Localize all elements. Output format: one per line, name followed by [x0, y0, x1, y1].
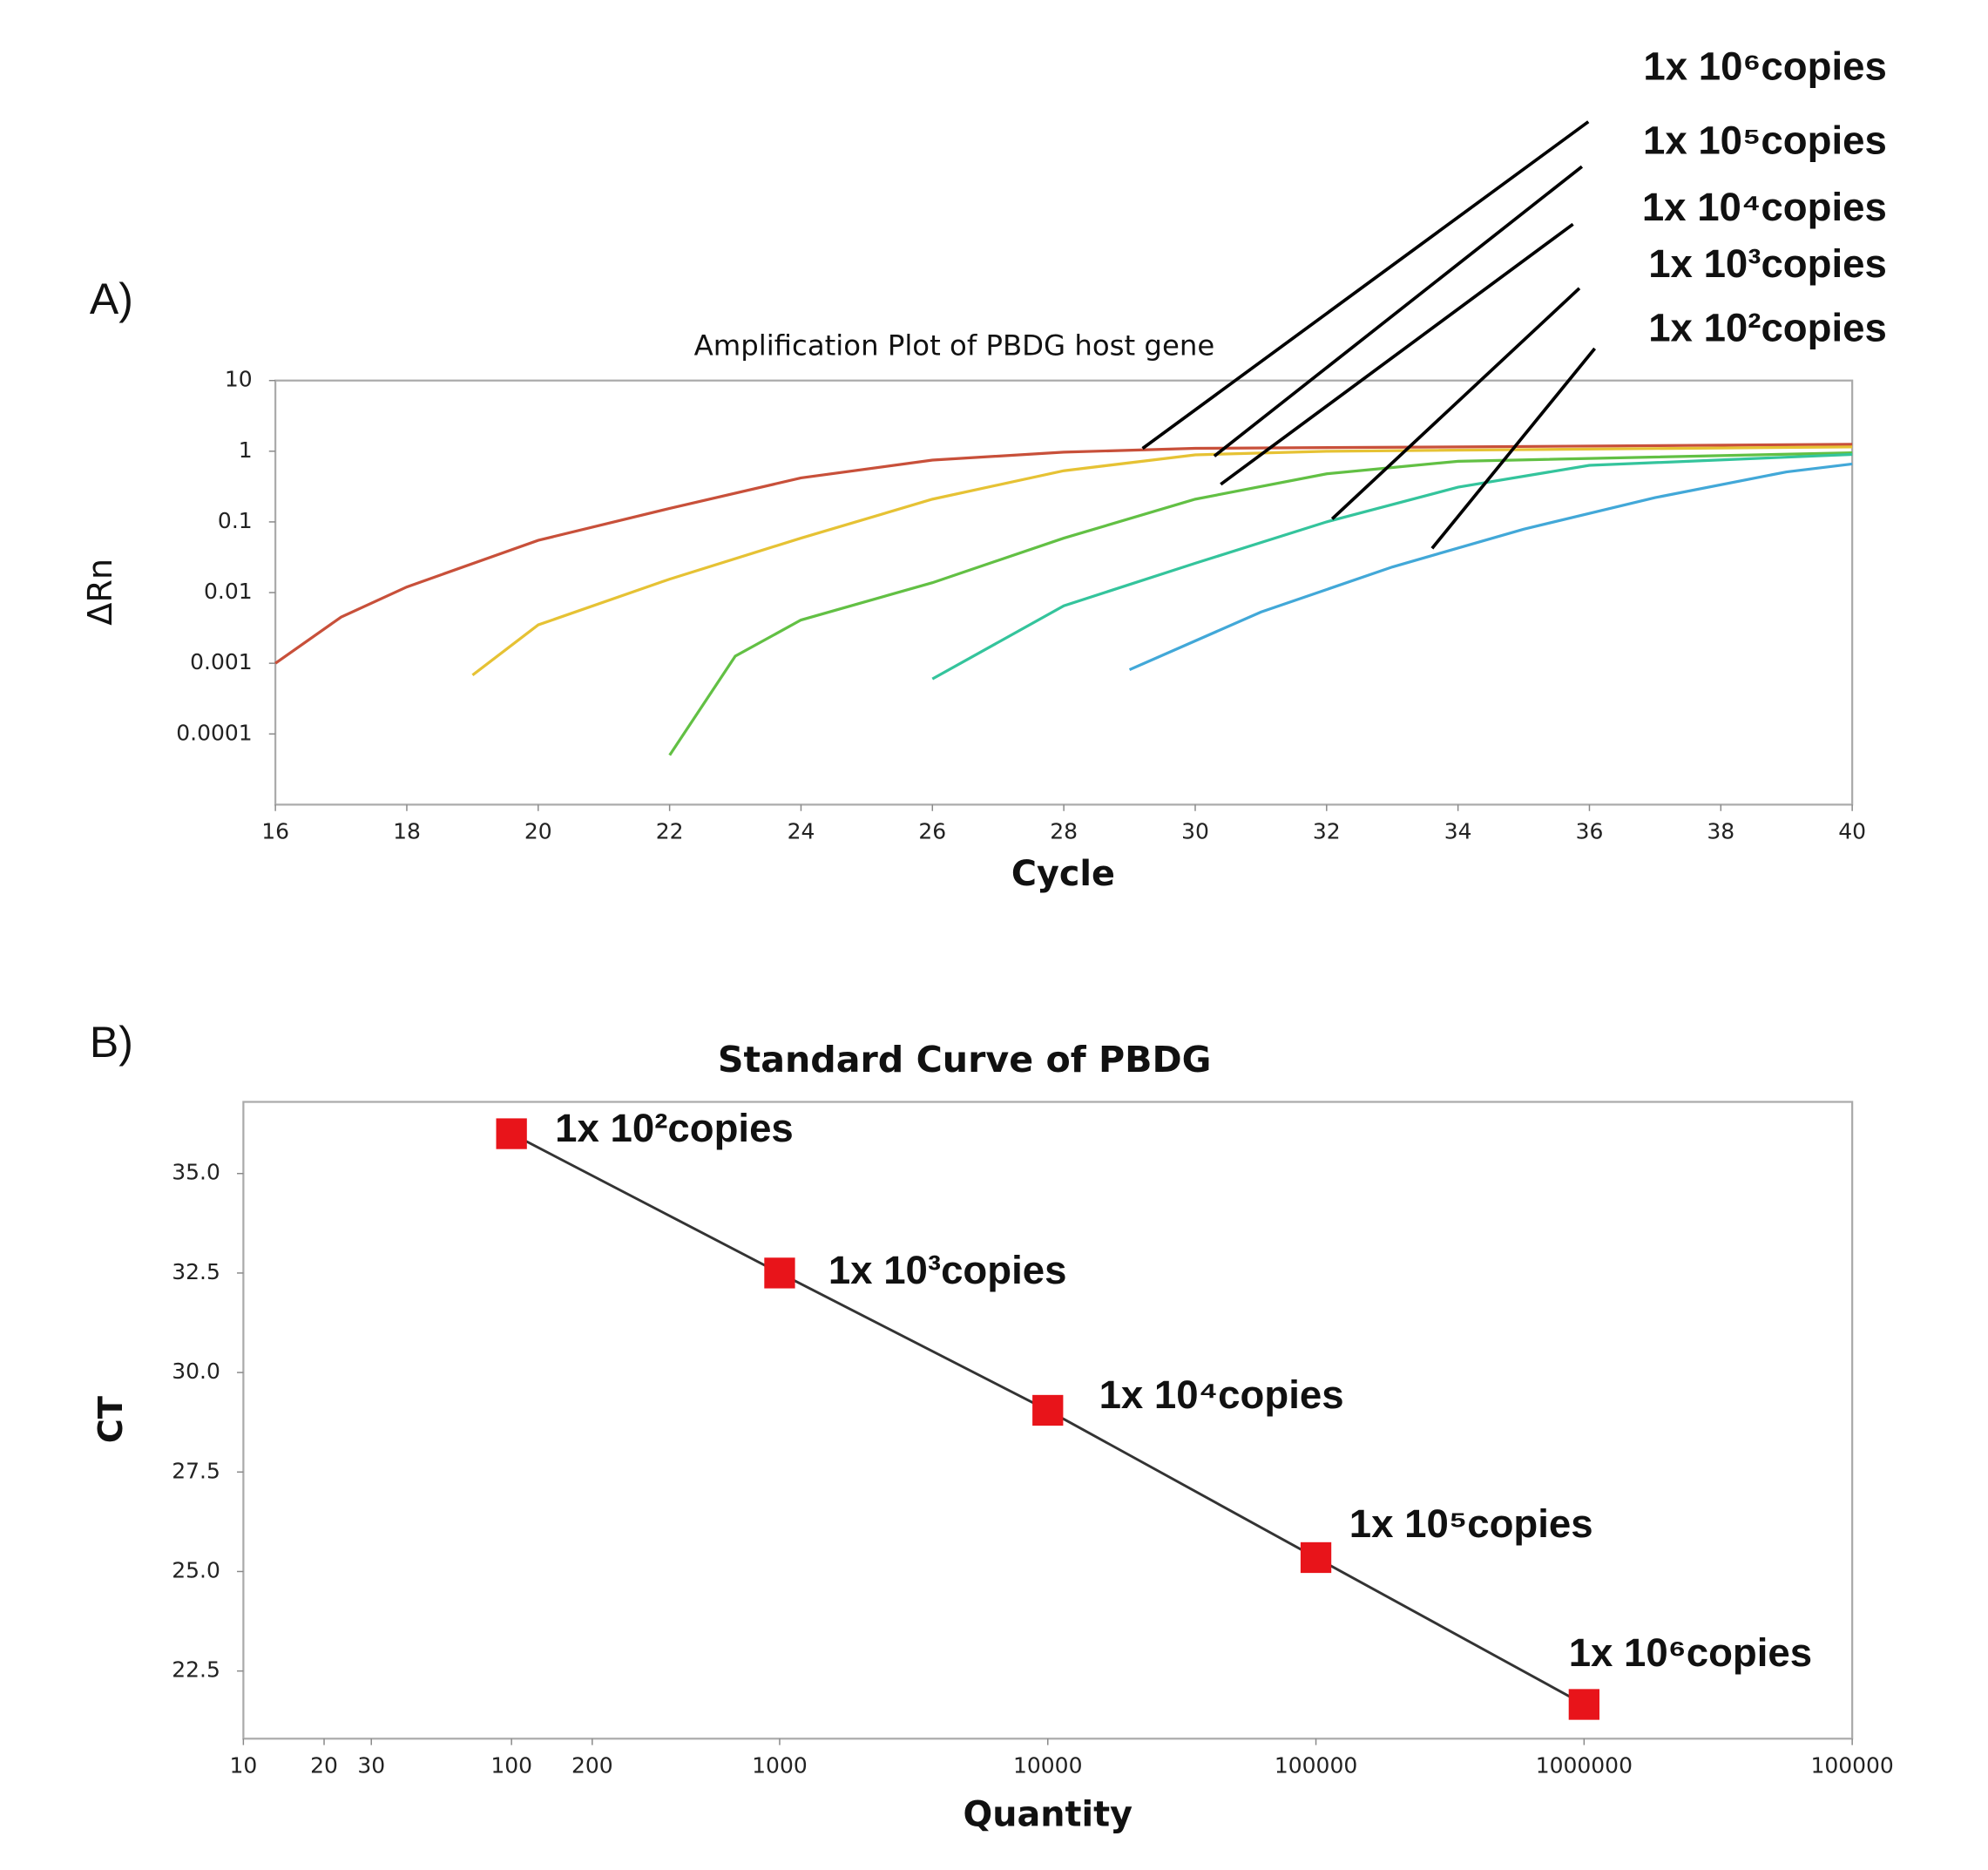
x-tick-label: 22 — [656, 819, 684, 844]
annotation-leader — [1141, 120, 1590, 451]
x-tick-label: 26 — [918, 819, 946, 844]
x-tick-label: 18 — [393, 819, 421, 844]
x-tick-label: 100 — [490, 1753, 532, 1779]
x-tick-label: 30 — [357, 1753, 385, 1779]
x-tick-label: 16 — [261, 819, 289, 844]
amplification-curve — [931, 452, 1853, 681]
y-tick-label: 32.5 — [172, 1259, 220, 1284]
y-tick-label: 0.001 — [190, 649, 253, 674]
y-tick-label: 1 — [239, 437, 253, 463]
x-tick-label: 100000 — [1810, 1753, 1893, 1779]
point-label: 1x 10⁶copies — [1569, 1630, 1812, 1675]
panel-label: B) — [90, 1018, 133, 1067]
annotation-label: 1x 10⁴copies — [1642, 185, 1887, 229]
annotation-label: 1x 10³copies — [1648, 241, 1887, 286]
x-tick-label: 24 — [788, 819, 815, 844]
data-point — [496, 1118, 527, 1149]
x-tick-label: 10000 — [1013, 1753, 1082, 1779]
x-tick-label: 34 — [1444, 819, 1472, 844]
x-tick-label: 38 — [1707, 819, 1734, 844]
annotation-leader — [1213, 165, 1584, 457]
y-axis-label: CT — [92, 1396, 131, 1443]
x-tick-label: 32 — [1313, 819, 1341, 844]
x-tick-label: 20 — [310, 1753, 338, 1779]
y-tick-label: 22.5 — [172, 1657, 220, 1683]
x-tick-label: 36 — [1576, 819, 1604, 844]
annotation-label: 1x 10²copies — [1648, 305, 1887, 349]
y-tick-label: 35.0 — [172, 1160, 220, 1185]
x-tick-label: 200 — [571, 1753, 613, 1779]
y-tick-label: 0.01 — [204, 579, 253, 604]
annotation-leader — [1220, 222, 1574, 486]
chart-title: Amplification Plot of PBDG host gene — [694, 329, 1215, 362]
data-point — [1300, 1541, 1332, 1574]
y-axis-label: ΔRn — [82, 559, 120, 626]
x-tick-label: 20 — [524, 819, 552, 844]
point-label: 1x 10²copies — [555, 1106, 794, 1150]
x-tick-label: 100000 — [1275, 1753, 1357, 1779]
x-tick-label: 10 — [229, 1753, 257, 1779]
y-tick-label: 30.0 — [172, 1358, 220, 1384]
amplification-curve — [1128, 462, 1853, 672]
x-tick-label: 40 — [1838, 819, 1866, 844]
x-tick-label: 28 — [1050, 819, 1078, 844]
y-tick-label: 0.1 — [218, 508, 253, 533]
point-label: 1x 10⁴copies — [1099, 1372, 1344, 1417]
panel-label: A) — [90, 274, 133, 323]
amplification-curve — [274, 443, 1853, 665]
point-label: 1x 10⁵copies — [1349, 1501, 1593, 1546]
x-axis-label: Cycle — [1011, 854, 1115, 894]
data-point — [1032, 1394, 1064, 1426]
x-axis-label: Quantity — [964, 1794, 1133, 1834]
data-point — [764, 1257, 795, 1289]
y-tick-label: 0.0001 — [176, 720, 252, 745]
annotation-leader — [1330, 287, 1581, 520]
amplification-curve — [471, 445, 1853, 677]
data-point — [1568, 1689, 1599, 1720]
annotation-label: 1x 10⁵copies — [1643, 119, 1887, 163]
annotation-leader — [1430, 347, 1597, 550]
chart-title: Standard Curve of PBDG — [718, 1039, 1212, 1081]
amplification-curve — [668, 451, 1853, 756]
x-tick-label: 30 — [1181, 819, 1209, 844]
annotation-label: 1x 10⁶copies — [1643, 44, 1886, 88]
y-tick-label: 25.0 — [172, 1557, 220, 1582]
y-tick-label: 10 — [225, 367, 253, 392]
point-label: 1x 10³copies — [828, 1248, 1067, 1292]
x-tick-label: 1000000 — [1536, 1753, 1633, 1779]
y-tick-label: 27.5 — [172, 1458, 220, 1483]
x-tick-label: 1000 — [752, 1753, 808, 1779]
